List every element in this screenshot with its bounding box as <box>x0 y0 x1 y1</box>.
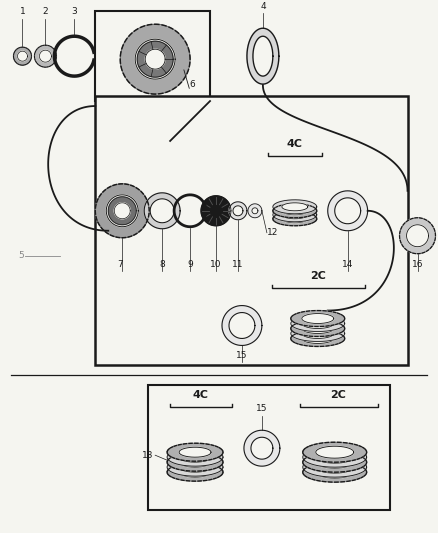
Text: 8: 8 <box>159 260 165 269</box>
Text: 1: 1 <box>20 7 25 17</box>
Polygon shape <box>303 452 367 472</box>
Text: 4C: 4C <box>287 139 303 149</box>
Polygon shape <box>248 204 262 218</box>
Text: 12: 12 <box>267 228 278 237</box>
Bar <box>148 385 389 510</box>
Polygon shape <box>247 28 279 84</box>
Polygon shape <box>291 330 345 346</box>
Text: 9: 9 <box>187 260 193 269</box>
Polygon shape <box>303 457 367 477</box>
Polygon shape <box>144 193 180 229</box>
Polygon shape <box>316 461 353 473</box>
Polygon shape <box>253 36 273 76</box>
Polygon shape <box>302 319 334 328</box>
Text: 10: 10 <box>210 260 222 269</box>
Polygon shape <box>282 207 308 215</box>
Polygon shape <box>273 204 317 218</box>
Polygon shape <box>108 197 136 225</box>
Polygon shape <box>35 45 57 67</box>
Polygon shape <box>222 305 262 345</box>
Text: 13: 13 <box>141 451 153 459</box>
Polygon shape <box>252 208 258 214</box>
Text: 2C: 2C <box>310 271 326 280</box>
Polygon shape <box>328 191 367 231</box>
Polygon shape <box>106 195 138 227</box>
Polygon shape <box>251 437 273 459</box>
Polygon shape <box>302 313 334 324</box>
Polygon shape <box>302 334 334 343</box>
Polygon shape <box>14 47 32 65</box>
Polygon shape <box>18 51 28 61</box>
Polygon shape <box>179 452 211 462</box>
Text: 16: 16 <box>412 260 423 269</box>
Text: 6: 6 <box>189 80 195 89</box>
Polygon shape <box>291 326 345 342</box>
Polygon shape <box>291 311 345 327</box>
Polygon shape <box>316 466 353 478</box>
Polygon shape <box>282 203 308 211</box>
Polygon shape <box>167 453 223 471</box>
Polygon shape <box>273 208 317 222</box>
Polygon shape <box>137 41 173 77</box>
Bar <box>95 96 407 366</box>
Text: 5: 5 <box>18 251 24 260</box>
Text: 2C: 2C <box>330 390 346 400</box>
Text: 11: 11 <box>232 260 244 269</box>
Polygon shape <box>291 316 345 332</box>
Text: 15: 15 <box>256 405 268 413</box>
Polygon shape <box>303 447 367 467</box>
Text: 2: 2 <box>42 7 48 17</box>
Polygon shape <box>273 212 317 226</box>
Polygon shape <box>150 199 174 223</box>
Polygon shape <box>302 328 334 338</box>
Polygon shape <box>406 225 428 247</box>
Polygon shape <box>179 467 211 477</box>
Polygon shape <box>273 200 317 214</box>
Text: 15: 15 <box>236 351 248 360</box>
Polygon shape <box>167 458 223 476</box>
Polygon shape <box>179 462 211 472</box>
Polygon shape <box>167 463 223 481</box>
Polygon shape <box>303 462 367 482</box>
Polygon shape <box>399 218 435 254</box>
Polygon shape <box>120 24 190 94</box>
Text: 7: 7 <box>117 260 123 269</box>
Bar <box>95 11 210 101</box>
Polygon shape <box>167 443 223 461</box>
Polygon shape <box>282 215 308 223</box>
Text: 4C: 4C <box>192 390 208 400</box>
Polygon shape <box>335 198 360 224</box>
Polygon shape <box>291 320 345 336</box>
Polygon shape <box>167 448 223 466</box>
Polygon shape <box>135 39 175 79</box>
Polygon shape <box>179 457 211 467</box>
Polygon shape <box>39 50 51 62</box>
Polygon shape <box>282 211 308 219</box>
Polygon shape <box>229 202 247 220</box>
Polygon shape <box>145 49 165 69</box>
Polygon shape <box>233 206 243 216</box>
Polygon shape <box>303 442 367 462</box>
Polygon shape <box>114 203 130 219</box>
Polygon shape <box>201 196 231 226</box>
Polygon shape <box>302 324 334 334</box>
Polygon shape <box>95 184 149 238</box>
Polygon shape <box>316 446 353 458</box>
Text: 4: 4 <box>260 2 266 11</box>
Polygon shape <box>316 456 353 468</box>
Text: 14: 14 <box>342 260 353 269</box>
Polygon shape <box>316 451 353 463</box>
Polygon shape <box>179 447 211 457</box>
Text: 3: 3 <box>71 7 77 17</box>
Polygon shape <box>229 312 255 338</box>
Polygon shape <box>244 430 280 466</box>
